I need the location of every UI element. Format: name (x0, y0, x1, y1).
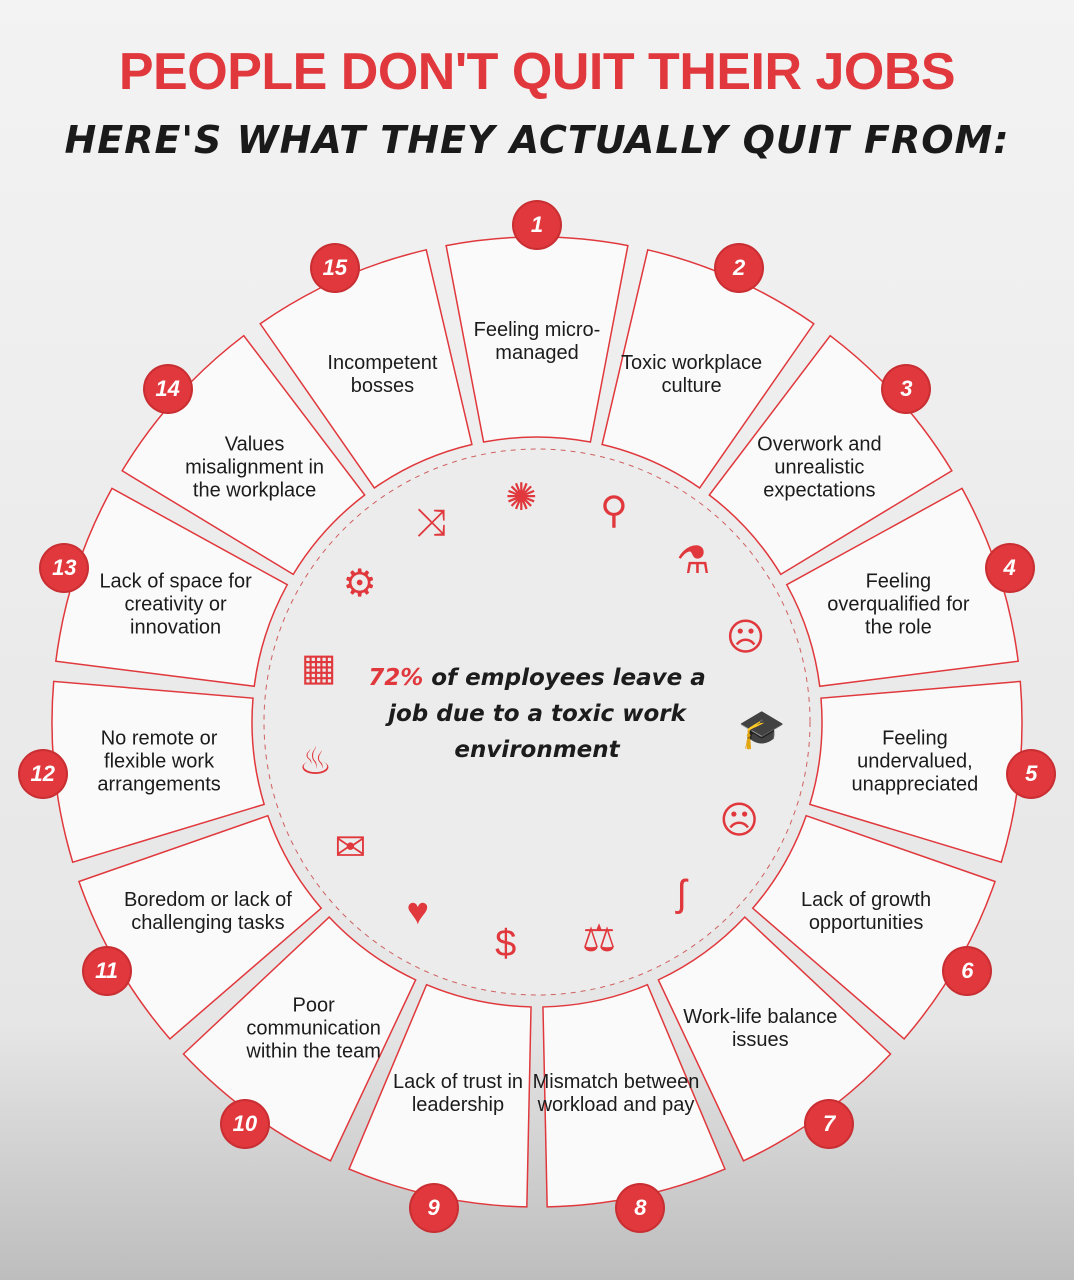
broken-speech-icon: ✉ (334, 827, 367, 870)
segment-12 (51, 680, 266, 864)
gears-icon: ⚙ (342, 562, 377, 605)
hook-icon: ʃ (677, 872, 686, 915)
calendar-icon: ▦ (300, 647, 337, 690)
magnifier-icon: ⚲ (600, 490, 628, 533)
reason-label-3: Overwork and unrealistic expectations (757, 433, 882, 502)
reason-label-15: Incompetent bosses (327, 351, 438, 397)
sad-search-icon: ☹ (719, 800, 760, 843)
flame-icon: ♨ (298, 740, 333, 783)
segment-4 (785, 487, 1020, 688)
segment-11 (78, 814, 323, 1040)
segment-8 (542, 983, 726, 1208)
reason-label-6: Lack of growth opportunities (801, 889, 932, 934)
shuffle-icon: ⤨ (416, 501, 447, 544)
reason-label-7: Work-life balance issues (683, 1006, 838, 1052)
segment-10 (182, 916, 417, 1162)
number-badge-4: 4 (986, 545, 1033, 592)
broken-heart-icon: ♥ (406, 891, 430, 934)
reason-label-10: Poor communication within the team (246, 994, 381, 1063)
segment-2 (601, 248, 815, 490)
reason-label-14: Values misalignment in the workplace (185, 433, 325, 502)
reason-label-4: Feeling overqualified for the role (827, 570, 970, 639)
reason-label-9: Lack of trust in leadership (392, 1070, 524, 1116)
number-badge-10: 10 (221, 1101, 268, 1148)
number-badge-15: 15 (311, 244, 358, 291)
segment-7 (657, 916, 892, 1162)
number-badge-6: 6 (944, 947, 991, 994)
graduation-cap-icon: 🎓 (738, 708, 786, 751)
segment-1 (445, 236, 629, 443)
reason-label-2: Toxic workplace culture (620, 351, 763, 397)
money-bag-icon: $ (495, 923, 517, 966)
reason-label-5: Feeling undervalued, unappreciated (851, 727, 979, 796)
scales-icon: ⚖ (581, 917, 617, 960)
number-badge-2: 2 (716, 244, 763, 291)
number-badge-13: 13 (41, 545, 88, 592)
loading-icon: ✺ (505, 477, 538, 520)
segment-13 (54, 487, 289, 688)
center-statistic: 72% of employees leave a job due to a to… (357, 660, 717, 768)
number-badge-7: 7 (806, 1101, 853, 1148)
inner-circle (263, 448, 811, 996)
segment-15 (259, 248, 473, 490)
number-badge-8: 8 (617, 1185, 664, 1232)
number-badge-5: 5 (1008, 750, 1055, 797)
number-badge-9: 9 (410, 1185, 457, 1232)
reason-label-8: Mismatch between workload and pay (532, 1070, 700, 1116)
number-badge-3: 3 (883, 366, 930, 413)
segment-9 (348, 983, 532, 1208)
headache-icon: ☹ (725, 617, 766, 660)
segment-5 (808, 680, 1023, 864)
number-badge-1: 1 (514, 202, 560, 248)
reason-label-1: Feeling micro-managed (473, 319, 601, 364)
number-badge-11: 11 (83, 947, 130, 994)
number-badge-14: 14 (144, 366, 191, 413)
flask-icon: ⚗ (676, 539, 711, 582)
reason-label-12: No remote or flexible work arrangements (97, 727, 221, 796)
statistic-text: of employees leave a job due to a toxic … (388, 665, 706, 763)
statistic-percent: 72% (368, 665, 424, 691)
number-badge-12: 12 (19, 750, 66, 797)
segment-6 (751, 814, 996, 1040)
page-title: PEOPLE DON'T QUIT THEIR JOBS (118, 43, 956, 101)
reason-label-13: Lack of space for creativity or innovati… (99, 570, 252, 639)
reason-label-11: Boredom or lack of challenging tasks (123, 889, 292, 934)
page-subtitle: HERE'S WHAT THEY ACTUALLY QUIT FROM: (64, 118, 1010, 162)
